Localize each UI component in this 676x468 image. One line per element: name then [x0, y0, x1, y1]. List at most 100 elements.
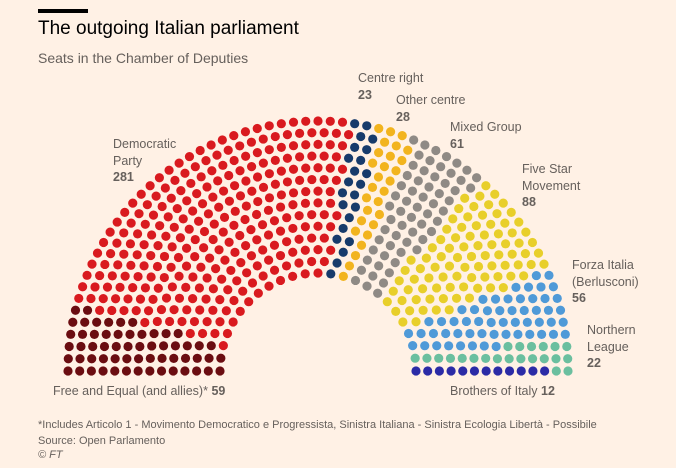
label-seats: 23 [358, 87, 372, 102]
seat-dot [288, 223, 298, 234]
seat-dot [388, 286, 398, 296]
seat-dot [418, 192, 428, 202]
seat-dot [418, 234, 428, 245]
seat-dot [169, 353, 179, 363]
seat-dot [540, 293, 550, 304]
top-rule [38, 9, 88, 13]
seat-dot [263, 205, 274, 215]
seat-dot [166, 262, 176, 272]
seat-dot [466, 251, 477, 262]
seat-dot [107, 271, 117, 281]
label-name: (Berlusconi) [572, 274, 639, 289]
seat-dot [224, 170, 234, 181]
seat-dot [95, 270, 105, 281]
seat-dot [562, 341, 572, 352]
seat-dot [349, 190, 360, 200]
seat-dot [135, 341, 145, 352]
seat-dot [170, 175, 180, 185]
seat-dot [264, 145, 274, 155]
seat-dot [230, 206, 240, 216]
seat-dot [154, 173, 164, 183]
label-free-and-equal: Free and Equal (and allies)* 59 [53, 383, 225, 400]
seat-dot [215, 366, 225, 376]
seat-dot [514, 217, 524, 227]
seat-dot [145, 181, 155, 191]
seat-dot [444, 305, 454, 315]
seat-dot [112, 238, 122, 248]
label-name: Movement [522, 178, 581, 193]
seat-dot [469, 304, 480, 315]
seat-dot [536, 282, 546, 292]
label-seats: 12 [541, 384, 555, 398]
seat-dot [436, 252, 446, 262]
seat-dot [326, 269, 336, 279]
seat-dot [385, 201, 395, 211]
seat-dot [450, 185, 460, 196]
seat-dot [490, 189, 500, 199]
seat-dot [148, 294, 158, 304]
seat-dot [519, 271, 529, 281]
seat-dot [167, 282, 177, 292]
seat-dot [418, 305, 428, 315]
seat-dot [136, 189, 146, 199]
seat-dot [362, 145, 372, 155]
seat-dot [332, 258, 342, 268]
seat-dot [332, 234, 342, 244]
seat-dot [159, 251, 170, 262]
seat-dot [294, 258, 304, 268]
seat-dot [504, 366, 515, 376]
seat-dot [153, 241, 163, 251]
seat-dot [337, 117, 348, 127]
seat-dot [66, 329, 76, 339]
seat-dot [217, 135, 227, 145]
seat-dot [403, 328, 414, 339]
seat-dot [307, 233, 317, 243]
seat-dot [479, 341, 489, 351]
seat-dot [436, 162, 446, 172]
seat-dot [105, 227, 115, 237]
seat-dot [281, 261, 292, 271]
seat-dot [368, 158, 378, 168]
seat-dot [224, 237, 234, 247]
seat-dot [264, 281, 274, 291]
seat-dot [456, 175, 466, 185]
seat-dot [166, 193, 176, 203]
source-note: Source: Open Parlamento [38, 435, 166, 447]
seat-dot [422, 209, 433, 219]
seat-dot [199, 226, 210, 237]
seat-dot [64, 341, 74, 352]
seat-dot [344, 213, 354, 223]
seat-dot [276, 166, 286, 176]
seat-dot [276, 142, 286, 152]
seat-dot [503, 341, 513, 352]
seat-dot [408, 227, 418, 237]
seat-dot [252, 172, 263, 182]
seat-dot [513, 329, 523, 339]
seat-dot [430, 262, 440, 272]
seat-dot [63, 366, 73, 376]
seat-dot [196, 172, 206, 182]
seat-dot [241, 241, 251, 251]
seat-dot [101, 329, 111, 339]
seat-dot [501, 329, 511, 339]
seat-dot [161, 328, 171, 339]
seat-dot [151, 191, 161, 201]
seat-dot [123, 341, 133, 352]
seat-dot [270, 131, 280, 142]
seat-dot [125, 239, 136, 249]
seat-dot [152, 261, 163, 272]
seat-dot [563, 366, 573, 376]
seat-dot [288, 141, 299, 151]
seat-dot [450, 233, 461, 243]
seat-dot [168, 366, 178, 376]
seat-dot [325, 198, 336, 208]
seat-dot [422, 353, 432, 363]
seat-dot [115, 282, 125, 292]
seat-dot [374, 123, 384, 134]
seat-dot [544, 270, 554, 280]
seat-dot [452, 252, 463, 263]
seat-dot [178, 214, 188, 224]
seat-dot [367, 182, 378, 192]
seat-dot [313, 186, 323, 196]
